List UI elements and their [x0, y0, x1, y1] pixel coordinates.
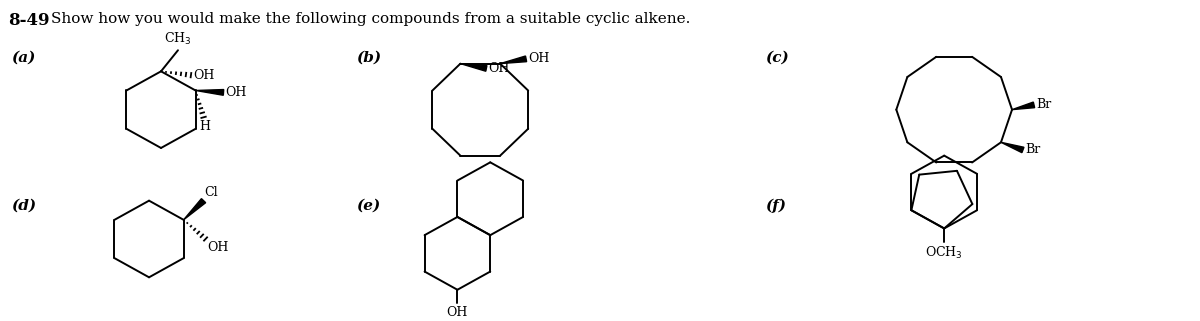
Text: Show how you would make the following compounds from a suitable cyclic alkene.: Show how you would make the following co… — [52, 12, 691, 26]
Text: CH$_3$: CH$_3$ — [164, 31, 192, 48]
Text: OH: OH — [226, 86, 247, 99]
Text: Cl: Cl — [204, 186, 218, 199]
Text: (b): (b) — [355, 51, 380, 65]
Polygon shape — [1012, 102, 1034, 110]
Text: (a): (a) — [11, 51, 36, 65]
Text: 8-49: 8-49 — [8, 12, 50, 29]
Text: (c): (c) — [764, 51, 788, 65]
Polygon shape — [184, 199, 205, 220]
Text: OH: OH — [193, 69, 215, 82]
Polygon shape — [461, 64, 487, 71]
Text: OH: OH — [446, 306, 468, 319]
Text: OH: OH — [208, 241, 229, 254]
Text: OCH$_3$: OCH$_3$ — [925, 245, 964, 261]
Text: (e): (e) — [355, 198, 380, 213]
Text: (d): (d) — [11, 198, 36, 213]
Text: OH: OH — [488, 62, 510, 75]
Text: Br: Br — [1025, 143, 1040, 156]
Text: (f): (f) — [764, 198, 786, 213]
Polygon shape — [500, 56, 527, 64]
Text: OH: OH — [528, 52, 550, 65]
Text: Br: Br — [1036, 98, 1051, 111]
Polygon shape — [196, 90, 223, 95]
Polygon shape — [1001, 142, 1024, 153]
Text: H: H — [199, 120, 210, 133]
